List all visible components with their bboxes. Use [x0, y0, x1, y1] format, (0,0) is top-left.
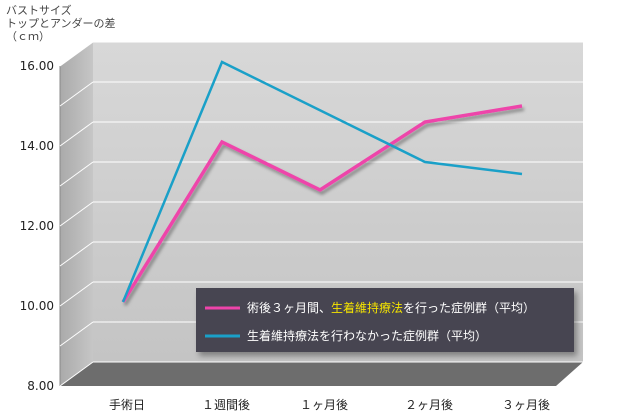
y-tick-label: 16.00 [20, 59, 54, 73]
chart-floor [60, 362, 583, 386]
legend-label-series-2: 生着維持療法を行わなかった症例群（平均） [247, 328, 487, 343]
legend-label-series-1-part-3: を行った症例群（平均） [403, 300, 535, 315]
y-axis-label: バストサイズ トップとアンダーの差 （ｃｍ） [6, 4, 116, 43]
gridline-side [59, 161, 94, 187]
legend: 術後３ヶ月間、生着維持療法を行った症例群（平均） 生着維持療法を行わなかった症例… [196, 288, 574, 352]
legend-label-series-1-part-1: 術後３ヶ月間、 [247, 301, 331, 315]
y-tick-label: 10.00 [20, 299, 54, 313]
legend-label-series-1: 術後３ヶ月間、生着維持療法を行った症例群（平均） [247, 300, 535, 315]
gridline-side [59, 281, 94, 307]
series-lines [121, 60, 523, 303]
y-axis-label-line-2: トップとアンダーの差 [6, 17, 116, 30]
gridline-side [59, 361, 94, 387]
y-ticks: 16.00 14.00 12.00 10.00 8.00 [20, 59, 54, 393]
y-tick-label: 12.00 [20, 219, 54, 233]
x-tick-label: 手術日 [109, 398, 145, 412]
gridline-side [59, 41, 94, 67]
x-tick-label: １ヶ月後 [300, 398, 348, 412]
legend-label-series-1-highlight: 生着維持療法 [331, 300, 403, 315]
y-axis-label-line-1: バストサイズ [6, 4, 72, 17]
x-tick-label: ３ヶ月後 [502, 398, 550, 412]
x-tick-label: ２ヶ月後 [405, 398, 453, 412]
series-line-1 [121, 104, 523, 303]
series-line-2 [121, 60, 523, 303]
gridline-side [59, 121, 94, 147]
gridline-side [59, 241, 94, 267]
x-tick-label: １週間後 [202, 398, 250, 412]
legend-box [196, 288, 574, 352]
gridline-side [59, 321, 94, 347]
gridline-side [59, 201, 94, 227]
x-ticks: 手術日 １週間後 １ヶ月後 ２ヶ月後 ３ヶ月後 [109, 398, 550, 412]
y-axis-label-line-3: （ｃｍ） [6, 30, 50, 43]
y-tick-label: 8.00 [27, 379, 54, 393]
gridline-side [59, 81, 94, 107]
y-tick-label: 14.00 [20, 139, 54, 153]
